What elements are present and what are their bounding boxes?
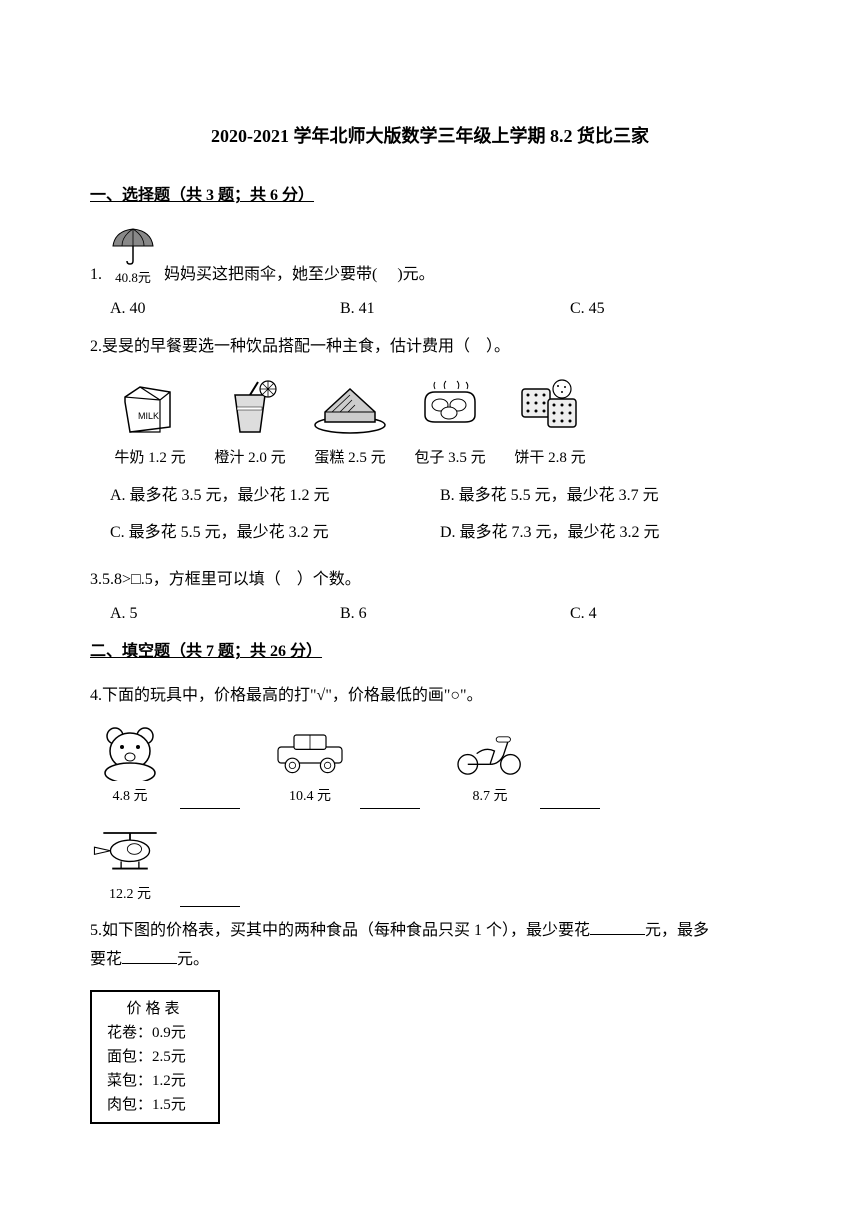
page-title: 2020-2021 学年北师大版数学三年级上学期 8.2 货比三家 — [90, 120, 770, 152]
question-1: 1. 40.8元 妈妈买这把雨伞，她至少要带( )元。 A. 40 B. 41 … — [90, 226, 770, 323]
milk-icon: MILK — [110, 377, 190, 437]
q2-option-a: A. 最多花 3.5 元，最少花 1.2 元 — [110, 482, 440, 511]
q1-option-b: B. 41 — [340, 295, 570, 324]
juice-icon — [210, 377, 290, 437]
helicopter-icon — [90, 819, 170, 879]
car-icon — [270, 721, 350, 781]
price-table-title: 价格表 — [107, 997, 203, 1021]
q3-text: 3.5.8>□.5，方框里可以填（ ）个数。 — [90, 566, 770, 595]
milk-label: 牛奶 1.2 元 — [114, 445, 185, 472]
blank-min — [590, 919, 645, 935]
cake-icon — [310, 377, 390, 437]
q1-number: 1. — [90, 261, 102, 290]
price-row-1: 花卷：0.9元 — [107, 1021, 203, 1045]
q5-text-2: 元，最多 — [645, 922, 709, 939]
bear-price: 4.8 元 — [113, 784, 148, 809]
price-row-4: 肉包：1.5元 — [107, 1093, 203, 1117]
blank-heli — [180, 891, 240, 907]
scooter-icon — [450, 721, 530, 781]
q2-option-c: C. 最多花 5.5 元，最少花 3.2 元 — [110, 519, 440, 548]
blank-car — [360, 793, 420, 809]
biscuit-label: 饼干 2.8 元 — [514, 445, 585, 472]
biscuit-icon — [510, 377, 590, 437]
q1-option-a: A. 40 — [110, 295, 340, 324]
question-2: 2.旻旻的早餐要选一种饮品搭配一种主食，估计费用（ ）。 MILK 牛奶 1.2… — [90, 333, 770, 555]
price-row-3: 菜包：1.2元 — [107, 1069, 203, 1093]
q5-text-4: 元。 — [177, 951, 209, 968]
price-table: 价格表 花卷：0.9元 面包：2.5元 菜包：1.2元 肉包：1.5元 — [90, 990, 220, 1124]
umbrella-price: 40.8元 — [115, 266, 151, 289]
question-3: 3.5.8>□.5，方框里可以填（ ）个数。 A. 5 B. 6 C. 4 — [90, 566, 770, 629]
q1-text: 妈妈买这把雨伞，她至少要带( )元。 — [164, 261, 435, 290]
blank-bear — [180, 793, 240, 809]
q2-option-d: D. 最多花 7.3 元，最少花 3.2 元 — [440, 519, 770, 548]
bear-icon — [90, 721, 170, 781]
umbrella-icon — [110, 226, 156, 266]
heli-price: 12.2 元 — [109, 882, 151, 907]
bun-label: 包子 3.5 元 — [414, 445, 485, 472]
q5-text-3: 要花 — [90, 951, 122, 968]
svg-text:MILK: MILK — [138, 411, 159, 421]
section1-header: 一、选择题（共 3 题；共 6 分） — [90, 182, 770, 211]
section2-header: 二、填空题（共 7 题；共 26 分） — [90, 638, 770, 667]
q5-text-1: 5.如下图的价格表，买其中的两种食品（每种食品只买 1 个），最少要花 — [90, 922, 590, 939]
car-price: 10.4 元 — [289, 784, 331, 809]
q3-option-b: B. 6 — [340, 600, 570, 629]
question-4: 4.下面的玩具中，价格最高的打"√"，价格最低的画"○"。 4.8 元 — [90, 682, 770, 907]
q1-option-c: C. 45 — [570, 295, 720, 324]
scooter-price: 8.7 元 — [473, 784, 508, 809]
q3-option-c: C. 4 — [570, 600, 720, 629]
juice-label: 橙汁 2.0 元 — [214, 445, 285, 472]
q3-option-a: A. 5 — [110, 600, 340, 629]
price-row-2: 面包：2.5元 — [107, 1045, 203, 1069]
question-5: 5.如下图的价格表，买其中的两种食品（每种食品只买 1 个），最少要花元，最多 … — [90, 917, 770, 1124]
q2-text: 2.旻旻的早餐要选一种饮品搭配一种主食，估计费用（ ）。 — [90, 333, 770, 362]
blank-max — [122, 948, 177, 964]
cake-label: 蛋糕 2.5 元 — [314, 445, 385, 472]
bun-icon — [410, 377, 490, 437]
q4-text: 4.下面的玩具中，价格最高的打"√"，价格最低的画"○"。 — [90, 682, 770, 711]
q2-option-b: B. 最多花 5.5 元，最少花 3.7 元 — [440, 482, 770, 511]
blank-scooter — [540, 793, 600, 809]
